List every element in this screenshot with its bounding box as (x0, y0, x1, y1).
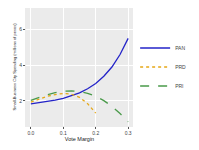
svg-text:PRI: PRI (175, 83, 183, 89)
svg-text:0.3: 0.3 (125, 130, 132, 136)
svg-text:0.1: 0.1 (60, 130, 67, 136)
svg-text:PAN: PAN (175, 45, 185, 51)
svg-text:PRD: PRD (175, 64, 186, 70)
svg-text:0.2: 0.2 (92, 130, 99, 136)
svg-text:4: 4 (19, 62, 22, 68)
svg-text:Vote Margin: Vote Margin (65, 136, 94, 142)
svg-text:Small-Business City Spending (: Small-Business City Spending (millions o… (12, 23, 17, 111)
svg-text:6: 6 (19, 26, 22, 32)
svg-text:0.0: 0.0 (27, 130, 34, 136)
svg-text:2: 2 (19, 98, 22, 104)
